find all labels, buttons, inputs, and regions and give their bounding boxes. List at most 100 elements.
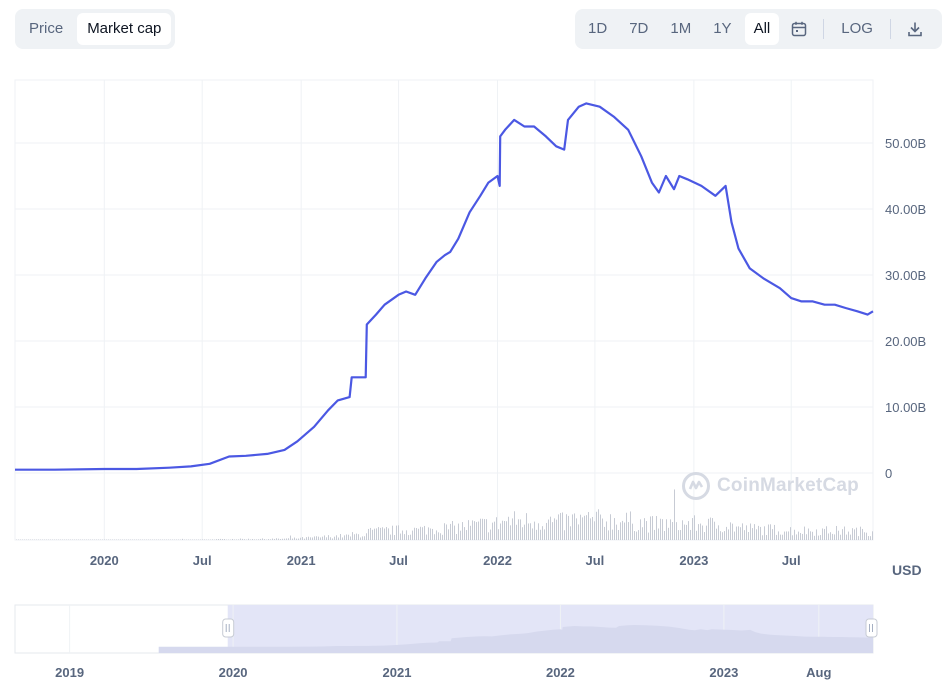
volume-bar — [478, 521, 479, 540]
volume-bar — [86, 539, 87, 540]
volume-bar — [634, 531, 635, 540]
range-1y-button[interactable]: 1Y — [713, 20, 732, 37]
navigator-area — [158, 625, 873, 653]
volume-bar — [26, 539, 27, 540]
range-all-button[interactable]: All — [744, 13, 780, 45]
volume-bar — [476, 522, 477, 540]
volume-bar — [92, 539, 93, 540]
download-button[interactable] — [899, 13, 931, 45]
volume-bar — [44, 539, 45, 540]
volume-bar — [28, 539, 29, 540]
volume-bar — [260, 538, 261, 540]
volume-bar — [408, 535, 409, 540]
volume-bar — [738, 526, 739, 540]
volume-bar — [860, 526, 861, 540]
volume-bar — [430, 528, 431, 540]
volume-bar — [524, 524, 525, 540]
volume-bar — [648, 532, 649, 540]
volume-bar — [652, 516, 653, 540]
volume-bar — [40, 539, 41, 540]
volume-bar — [698, 524, 699, 540]
volume-bar — [34, 539, 35, 540]
volume-bar — [310, 537, 311, 540]
range-1d-button[interactable]: 1D — [588, 20, 608, 37]
volume-bar — [506, 521, 507, 540]
calendar-button[interactable] — [783, 13, 815, 45]
volume-bar — [744, 530, 745, 540]
x-tick-label: 2021 — [287, 553, 316, 568]
volume-bar — [356, 533, 357, 540]
volume-bar — [830, 532, 831, 540]
volume-bar — [576, 518, 577, 540]
volume-bar — [126, 539, 127, 540]
volume-bar — [182, 538, 183, 540]
navigator-tick-label: 2021 — [383, 665, 412, 680]
log-scale-button[interactable]: LOG — [841, 20, 873, 37]
volume-bar — [278, 538, 279, 540]
volume-bar — [318, 536, 319, 540]
volume-bar — [274, 538, 275, 540]
volume-bar — [328, 535, 329, 540]
volume-bar — [702, 525, 703, 540]
volume-bar — [750, 523, 751, 540]
y-tick-label: 30.00B — [885, 268, 926, 283]
volume-bar — [224, 539, 225, 540]
volume-bar — [442, 534, 443, 540]
watermark-text: CoinMarketCap — [717, 475, 859, 496]
volume-bar — [88, 539, 89, 540]
y-tick-label: 50.00B — [885, 136, 926, 151]
volume-bar — [822, 528, 823, 540]
volume-bar — [154, 539, 155, 540]
volume-bar — [556, 519, 557, 540]
volume-bar — [564, 530, 565, 540]
volume-bar — [418, 528, 419, 540]
x-tick-label: 2023 — [679, 553, 708, 568]
volume-bar — [520, 519, 521, 540]
volume-bar — [574, 513, 575, 540]
volume-bar — [490, 529, 491, 540]
volume-bar — [458, 523, 459, 540]
volume-bar — [638, 530, 639, 540]
volume-bar — [562, 512, 563, 540]
volume-bar — [148, 539, 149, 540]
volume-bar — [104, 539, 105, 540]
tab-price[interactable]: Price — [29, 20, 64, 37]
volume-bar — [74, 539, 75, 540]
volume-bar — [348, 534, 349, 540]
volume-bar — [36, 539, 37, 540]
volume-bar — [656, 516, 657, 540]
volume-bar — [472, 520, 473, 540]
range-1m-button[interactable]: 1M — [670, 20, 692, 37]
volume-bar — [334, 536, 335, 540]
volume-bar — [658, 528, 659, 540]
volume-bar — [466, 530, 467, 540]
volume-bar — [832, 533, 833, 540]
volume-bar — [760, 526, 761, 540]
volume-bar — [768, 524, 769, 540]
volume-bar — [688, 521, 689, 540]
volume-bar — [432, 528, 433, 540]
volume-bar — [358, 534, 359, 540]
volume-bar — [592, 516, 593, 540]
volume-bar — [196, 539, 197, 540]
volume-bar — [644, 518, 645, 540]
volume-bar — [52, 539, 53, 540]
tab-market-cap[interactable]: Market cap — [77, 13, 172, 45]
volume-bar — [208, 539, 209, 540]
volume-bar — [714, 521, 715, 540]
volume-bar — [160, 539, 161, 540]
volume-bar — [226, 539, 227, 540]
navigator-handle[interactable] — [865, 618, 878, 638]
volume-bar — [82, 539, 83, 540]
volume-bar — [146, 539, 147, 540]
navigator-handle[interactable] — [222, 618, 235, 638]
volume-bar — [378, 527, 379, 540]
volume-bar — [772, 529, 773, 540]
volume-bar — [340, 533, 341, 540]
volume-bar — [270, 539, 271, 540]
volume-bar — [120, 539, 121, 540]
volume-bar — [500, 523, 501, 540]
volume-bar — [58, 539, 59, 540]
range-7d-button[interactable]: 7D — [629, 20, 649, 37]
